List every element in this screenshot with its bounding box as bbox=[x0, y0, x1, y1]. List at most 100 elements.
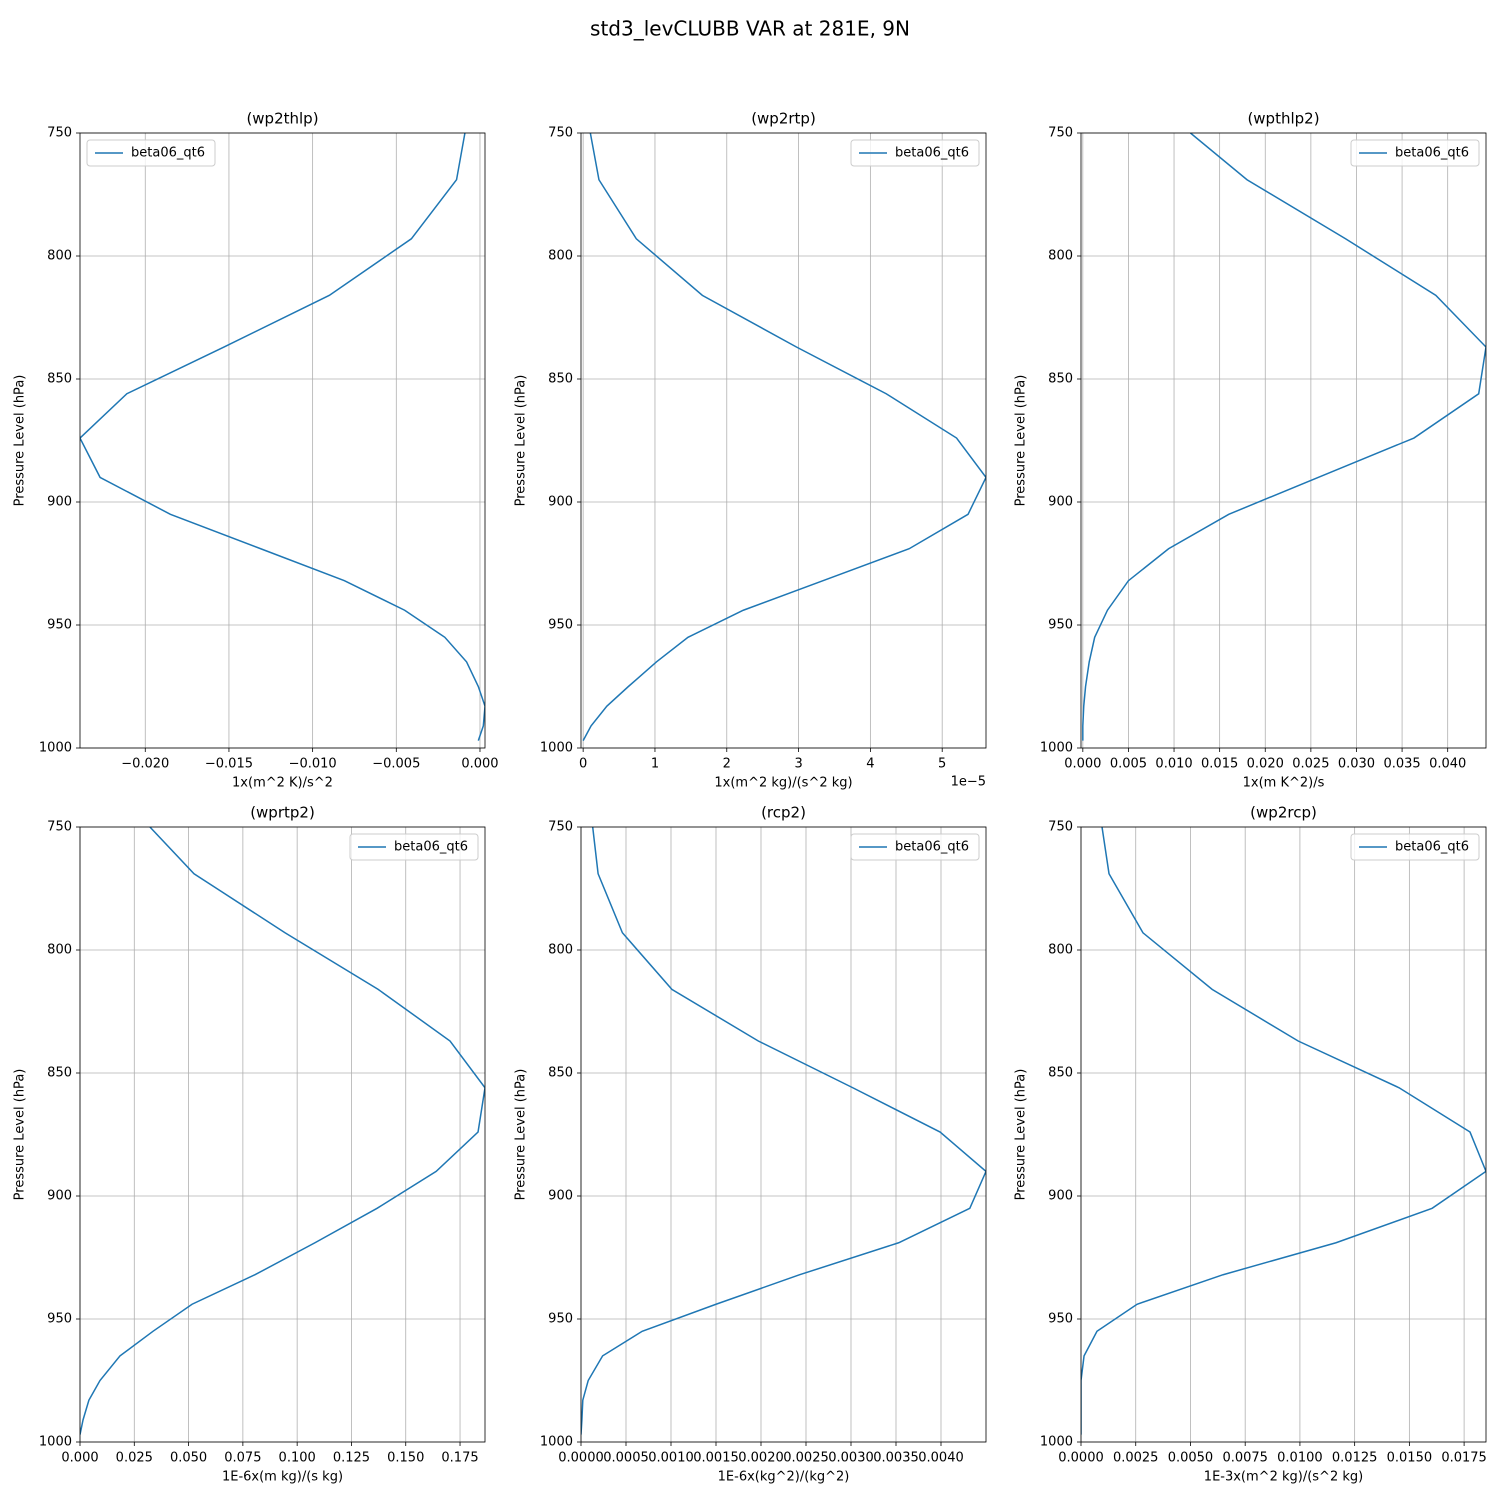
x-tick-label: 0.0020 bbox=[738, 1451, 784, 1466]
data-line bbox=[1082, 133, 1486, 741]
x-offset-text: 1e−5 bbox=[951, 775, 986, 790]
y-tick-label: 850 bbox=[47, 1066, 72, 1081]
y-tick-label: 950 bbox=[47, 1312, 72, 1327]
y-tick-label: 750 bbox=[1048, 126, 1073, 141]
x-tick-label: 0.0175 bbox=[1441, 1451, 1487, 1466]
axes-frame bbox=[79, 132, 486, 749]
y-tick-label: 1000 bbox=[540, 741, 573, 756]
y-tick-label: 800 bbox=[47, 249, 72, 264]
subplot-title: (wp2thlp) bbox=[246, 110, 318, 128]
legend-box bbox=[349, 833, 479, 861]
x-tick-label: 0.030 bbox=[1338, 757, 1375, 772]
legend-box bbox=[850, 833, 980, 861]
legend-box bbox=[1350, 833, 1480, 861]
axes-frame bbox=[580, 132, 987, 749]
y-tick-label: 900 bbox=[1048, 1189, 1073, 1204]
x-tick-label: 0.0000 bbox=[558, 1451, 604, 1466]
legend-label: beta06_qt6 bbox=[895, 840, 969, 855]
y-tick-label: 850 bbox=[47, 372, 72, 387]
y-tick-label: 800 bbox=[1048, 943, 1073, 958]
x-axis-label: 1x(m^2 K)/s^2 bbox=[232, 776, 333, 791]
x-tick-label: 0.175 bbox=[441, 1451, 478, 1466]
y-axis-label: Pressure Level (hPa) bbox=[13, 375, 28, 507]
x-axis-label: 1E-6x(kg^2)/(kg^2) bbox=[718, 1470, 850, 1485]
x-tick-label: 0.0040 bbox=[918, 1451, 964, 1466]
y-tick-label: 1000 bbox=[1040, 1435, 1073, 1450]
x-tick-label: 0.040 bbox=[1429, 757, 1466, 772]
x-tick-label: 2 bbox=[723, 757, 731, 772]
x-axis-label: 1E-3x(m^2 kg)/(s^2 kg) bbox=[1204, 1470, 1363, 1485]
x-tick-label: −0.010 bbox=[289, 757, 337, 772]
y-axis-label: Pressure Level (hPa) bbox=[13, 1069, 28, 1201]
x-tick-label: 0.100 bbox=[279, 1451, 316, 1466]
subplot: 750 800 850 900 950 1000 0 1 2 3 4 5 (wp2rtp) 1x(m^2 … bbox=[514, 110, 987, 791]
subplot-title: (wpthlp2) bbox=[1247, 110, 1319, 128]
y-tick-label: 800 bbox=[548, 943, 573, 958]
x-tick-label: 0.125 bbox=[333, 1451, 370, 1466]
y-tick-label: 950 bbox=[548, 1312, 573, 1327]
subplot-title: (rcp2) bbox=[761, 804, 806, 822]
y-tick-label: 950 bbox=[1048, 1312, 1073, 1327]
y-tick-label: 950 bbox=[47, 618, 72, 633]
y-axis-label: Pressure Level (hPa) bbox=[1014, 1069, 1029, 1201]
x-tick-label: 0.0030 bbox=[828, 1451, 874, 1466]
legend-label: beta06_qt6 bbox=[895, 146, 969, 161]
subplot-title: (wprtp2) bbox=[250, 804, 315, 822]
y-tick-label: 750 bbox=[548, 126, 573, 141]
x-tick-label: 0.025 bbox=[1292, 757, 1329, 772]
x-tick-label: 4 bbox=[866, 757, 874, 772]
x-tick-label: 0.075 bbox=[224, 1451, 261, 1466]
legend-label: beta06_qt6 bbox=[394, 840, 468, 855]
x-axis-label: 1x(m^2 kg)/(s^2 kg) bbox=[714, 776, 852, 791]
legend-box bbox=[86, 139, 216, 167]
x-tick-label: 0.0025 bbox=[1113, 1451, 1159, 1466]
axes-frame bbox=[1080, 826, 1487, 1443]
x-tick-label: 0.0015 bbox=[693, 1451, 739, 1466]
y-axis-label: Pressure Level (hPa) bbox=[514, 1069, 529, 1201]
x-tick-label: 0.000 bbox=[61, 1451, 98, 1466]
x-tick-label: 0.0075 bbox=[1222, 1451, 1268, 1466]
y-tick-label: 1000 bbox=[1040, 741, 1073, 756]
x-tick-label: 0.025 bbox=[116, 1451, 153, 1466]
y-tick-label: 750 bbox=[47, 126, 72, 141]
legend-label: beta06_qt6 bbox=[131, 146, 205, 161]
data-line bbox=[1081, 827, 1486, 1435]
x-tick-label: 0.0005 bbox=[603, 1451, 649, 1466]
subplot-title: (wp2rtp) bbox=[751, 110, 816, 128]
y-tick-label: 850 bbox=[548, 1066, 573, 1081]
x-tick-label: 0.050 bbox=[170, 1451, 207, 1466]
y-tick-label: 900 bbox=[47, 1189, 72, 1204]
legend-box bbox=[850, 139, 980, 167]
data-line bbox=[582, 133, 986, 741]
x-tick-label: 0.0050 bbox=[1168, 1451, 1214, 1466]
x-tick-label: 0.005 bbox=[1110, 757, 1147, 772]
y-tick-label: 800 bbox=[1048, 249, 1073, 264]
y-tick-label: 1000 bbox=[39, 1435, 72, 1450]
x-tick-label: 0.0000 bbox=[1058, 1451, 1104, 1466]
y-tick-label: 750 bbox=[548, 820, 573, 835]
x-tick-label: 0.150 bbox=[387, 1451, 424, 1466]
x-tick-label: 0.0035 bbox=[873, 1451, 919, 1466]
y-tick-label: 900 bbox=[47, 495, 72, 510]
figure-title: std3_levCLUBB VAR at 281E, 9N bbox=[590, 17, 910, 41]
x-tick-label: −0.005 bbox=[372, 757, 420, 772]
y-tick-label: 800 bbox=[548, 249, 573, 264]
x-axis-label: 1E-6x(m kg)/(s kg) bbox=[222, 1470, 343, 1485]
y-tick-label: 1000 bbox=[540, 1435, 573, 1450]
y-tick-label: 900 bbox=[548, 495, 573, 510]
legend-label: beta06_qt6 bbox=[1395, 146, 1469, 161]
x-tick-label: 5 bbox=[938, 757, 946, 772]
x-tick-label: 0.010 bbox=[1155, 757, 1192, 772]
y-tick-label: 950 bbox=[548, 618, 573, 633]
data-line bbox=[581, 827, 986, 1435]
data-line bbox=[80, 133, 485, 741]
x-tick-label: 0.0150 bbox=[1387, 1451, 1433, 1466]
x-tick-label: 0 bbox=[579, 757, 587, 772]
x-tick-label: −0.015 bbox=[205, 757, 253, 772]
subplot-title: (wp2rcp) bbox=[1250, 804, 1317, 822]
